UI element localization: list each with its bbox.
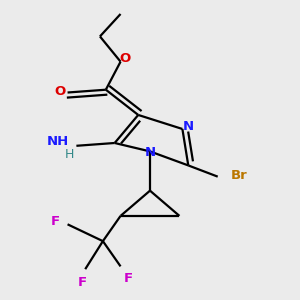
Text: NH: NH [47,135,69,148]
Text: Br: Br [231,169,248,182]
Text: N: N [183,120,194,133]
Text: H: H [64,148,74,161]
Text: F: F [78,276,87,289]
Text: F: F [51,215,60,228]
Text: O: O [119,52,130,65]
Text: F: F [124,272,133,285]
Text: N: N [144,146,156,159]
Text: O: O [55,85,66,98]
